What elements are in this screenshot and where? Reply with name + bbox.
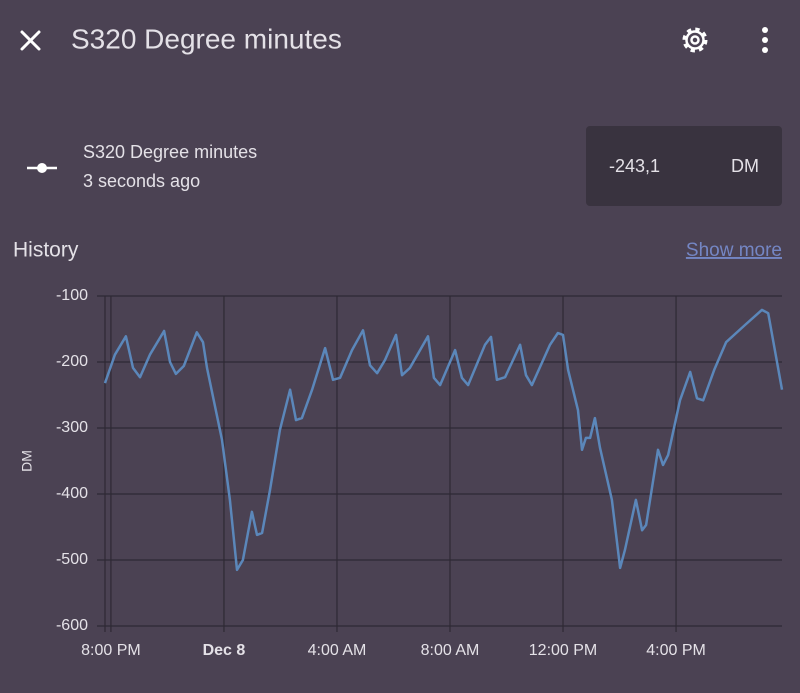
- state-box[interactable]: [586, 126, 782, 206]
- dialog-title: S320 Degree minutes: [71, 23, 342, 54]
- y-tick-label: -300: [56, 419, 88, 436]
- x-tick-label: 12:00 PM: [529, 642, 597, 659]
- x-tick-label: 4:00 PM: [646, 642, 706, 659]
- state-value: -243,1: [609, 156, 660, 176]
- data-line: [103, 308, 784, 572]
- state-unit: DM: [731, 156, 759, 176]
- y-tick-label: -600: [56, 617, 88, 634]
- y-tick-label: -500: [56, 551, 88, 568]
- y-tick-label: -200: [56, 353, 88, 370]
- show-more-link[interactable]: Show more: [686, 240, 782, 261]
- chart: -100 -200 -300 -400 -500 -600 8:00 PM Dec 8 4:00…: [56, 287, 784, 659]
- x-tick-label: Dec 8: [203, 642, 246, 659]
- entity-icon: [27, 163, 57, 173]
- menu-button[interactable]: [762, 27, 768, 53]
- y-tick-label: -100: [56, 287, 88, 304]
- y-axis-label: DM: [19, 450, 35, 472]
- x-tick-label: 8:00 PM: [81, 642, 141, 659]
- y-tick-label: -400: [56, 485, 88, 502]
- x-tick-label: 8:00 AM: [421, 642, 480, 659]
- close-button[interactable]: [20, 30, 41, 51]
- settings-button[interactable]: [682, 27, 708, 53]
- x-tick-label: 4:00 AM: [308, 642, 367, 659]
- history-title: History: [13, 239, 79, 262]
- last-changed: 3 seconds ago: [83, 171, 200, 191]
- entity-name: S320 Degree minutes: [83, 142, 257, 162]
